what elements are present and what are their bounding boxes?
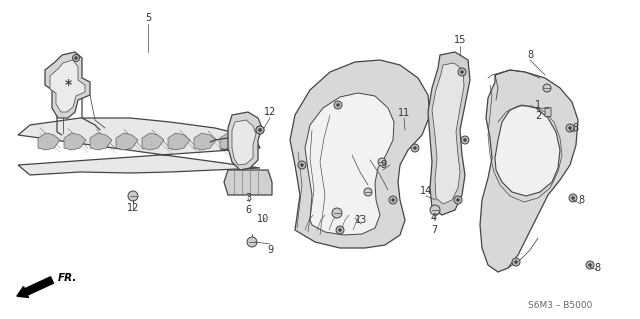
Polygon shape [495,105,560,196]
Polygon shape [116,133,138,150]
Circle shape [566,124,574,132]
Text: 4: 4 [431,213,437,223]
Circle shape [389,196,397,204]
Text: 13: 13 [355,215,367,225]
Text: 15: 15 [454,35,466,45]
FancyBboxPatch shape [545,108,551,116]
Polygon shape [428,52,470,215]
Circle shape [515,261,518,263]
Circle shape [461,70,463,73]
Text: 10: 10 [257,214,269,224]
Circle shape [298,161,306,169]
Polygon shape [220,133,242,150]
Circle shape [301,164,303,167]
Circle shape [411,144,419,152]
Circle shape [339,228,342,232]
Text: *: * [65,78,72,92]
Text: 8: 8 [578,195,584,205]
Text: 12: 12 [264,107,276,117]
Text: 14: 14 [420,186,432,196]
Text: 8: 8 [594,263,600,273]
Text: 7: 7 [431,225,437,235]
Circle shape [378,158,386,166]
Circle shape [461,136,469,144]
Circle shape [430,205,440,215]
Polygon shape [305,93,394,235]
Text: 2: 2 [535,111,541,121]
Circle shape [569,194,577,202]
Polygon shape [194,133,216,150]
Text: 8: 8 [572,123,578,133]
Circle shape [456,198,460,202]
Text: 9: 9 [380,160,386,170]
Circle shape [413,146,417,150]
Circle shape [463,138,467,142]
Circle shape [259,129,262,131]
Polygon shape [38,133,60,150]
Polygon shape [18,118,260,175]
Circle shape [74,56,77,60]
Circle shape [334,101,342,109]
Circle shape [568,127,572,130]
Circle shape [128,191,138,201]
Text: 3: 3 [245,193,251,203]
Polygon shape [90,133,112,150]
Polygon shape [64,133,86,150]
FancyArrow shape [17,277,54,297]
Polygon shape [50,60,85,112]
Circle shape [512,258,520,266]
Text: 5: 5 [145,13,151,23]
Circle shape [259,129,262,131]
Circle shape [392,198,394,202]
Circle shape [458,68,466,76]
Circle shape [589,263,591,266]
Circle shape [337,103,339,107]
Text: 11: 11 [398,108,410,118]
Circle shape [72,55,79,62]
Text: 6: 6 [245,205,251,215]
Polygon shape [290,60,430,248]
Circle shape [454,196,462,204]
Circle shape [364,188,372,196]
Circle shape [586,261,594,269]
Polygon shape [45,52,90,118]
Circle shape [256,126,264,134]
Circle shape [332,208,342,218]
Text: 8: 8 [527,50,533,60]
Polygon shape [168,133,190,150]
Circle shape [336,226,344,234]
Polygon shape [232,120,256,165]
Circle shape [247,237,257,247]
Text: 12: 12 [127,203,139,213]
Polygon shape [228,112,262,170]
Text: FR.: FR. [58,273,77,283]
Circle shape [256,126,264,134]
Circle shape [543,84,551,92]
Polygon shape [432,63,464,204]
Polygon shape [224,170,272,195]
Circle shape [572,197,575,199]
Text: S6M3 – B5000: S6M3 – B5000 [528,300,592,309]
Polygon shape [480,70,578,272]
Text: 1: 1 [535,100,541,110]
Text: 9: 9 [267,245,273,255]
Polygon shape [142,133,164,150]
